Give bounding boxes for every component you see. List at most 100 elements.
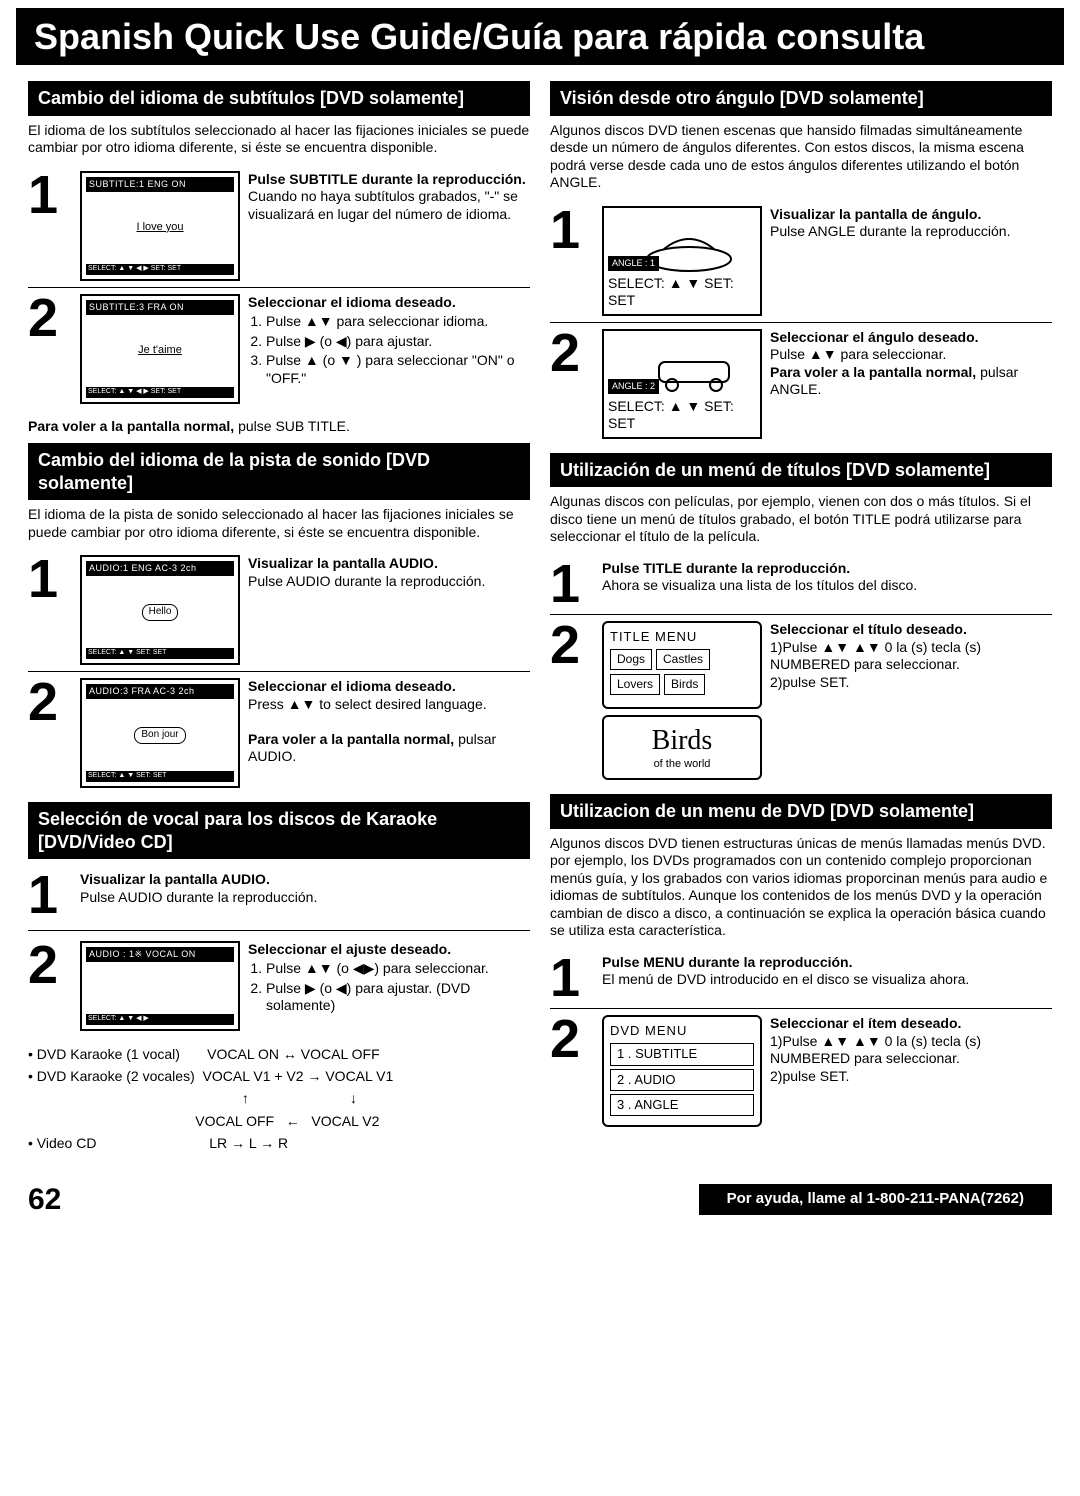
- angle-intro: Algunos discos DVD tienen escenas que ha…: [550, 122, 1052, 192]
- step-body: Press ▲▼ to select desired language.: [248, 696, 487, 712]
- caption: Je t'aime: [86, 315, 234, 387]
- list-item: Pulse ▲▼ (o ◀▶) para seleccionar.: [266, 960, 530, 978]
- dvdmenu-box-header: DVD MENU: [610, 1023, 754, 1039]
- return-bold: Para voler a la pantalla normal,: [248, 731, 454, 747]
- step-number: 2: [550, 621, 594, 670]
- list-item: Pulse ▲ (o ▼ ) para seleccionar "ON" o "…: [266, 352, 530, 387]
- step-title: Pulse MENU durante la reproducción.: [602, 954, 853, 970]
- angle-step2: 2 ANGLE : 2 SELECT: ▲ ▼ SET: SET Selecci…: [550, 323, 1052, 445]
- dvdmenu-row: 2 . AUDIO: [610, 1069, 754, 1091]
- subbox-small: of the world: [624, 758, 740, 772]
- thumb-angle1: ANGLE : 1 SELECT: ▲ ▼ SET: SET: [602, 206, 762, 316]
- return-bold: Para voler a la pantalla normal,: [770, 364, 976, 380]
- dvdmenu-step2: 2 DVD MENU 1 . SUBTITLE 2 . AUDIO 3 . AN…: [550, 1009, 1052, 1133]
- karaoke-step1: 1 Visualizar la pantalla AUDIO. Pulse AU…: [28, 865, 530, 926]
- subtitles-step1: 1 SUBTITLE:1 ENG ON I love you SELECT: ▲…: [28, 165, 530, 288]
- titlemenu-item: Birds: [664, 674, 705, 695]
- titlemenu-box-header: TITLE MENU: [610, 629, 754, 645]
- step-number: 1: [550, 206, 594, 255]
- list-item: 2)pulse SET.: [770, 1068, 849, 1084]
- dvdmenu-row: 3 . ANGLE: [610, 1094, 754, 1116]
- select-line: SELECT: ▲ ▼ ◀ ▶ SET: SET: [86, 387, 234, 398]
- step-title: Seleccionar el idioma deseado.: [248, 294, 456, 310]
- osd-text: AUDIO : 1※ VOCAL ON: [86, 947, 234, 962]
- karaoke-line: ↑ ↓: [28, 1087, 530, 1109]
- section-angle-header: Visión desde otro ángulo [DVD solamente]: [550, 81, 1052, 116]
- page-title: Spanish Quick Use Guide/Guía para rápida…: [16, 8, 1064, 65]
- step-title: Visualizar la pantalla AUDIO.: [80, 871, 270, 887]
- step-title: Seleccionar el ítem deseado.: [770, 1015, 961, 1031]
- titlemenu-step1: 1 Pulse TITLE durante la reproducción. A…: [550, 554, 1052, 616]
- step-body: El menú de DVD introducido en el disco s…: [602, 971, 969, 987]
- step-number: 2: [28, 678, 72, 727]
- angle-step1: 1 ANGLE : 1 SELECT: ▲ ▼ SET: SET Visuali…: [550, 200, 1052, 323]
- step-number: 1: [28, 871, 72, 920]
- bubble: Bon jour: [86, 699, 234, 771]
- step-title: Seleccionar el título deseado.: [770, 621, 967, 637]
- page-number: 62: [28, 1181, 61, 1219]
- karaoke-line: • Video CD LR → L → R: [28, 1132, 530, 1154]
- list-item: Pulse ▲▼ para seleccionar idioma.: [266, 313, 530, 331]
- titlemenu-item: Dogs: [610, 649, 652, 670]
- step-number: 2: [550, 1015, 594, 1064]
- thumb-audio1: AUDIO:1 ENG AC-3 2ch Hello SELECT: ▲ ▼ S…: [80, 555, 240, 665]
- section-audio-header: Cambio del idioma de la pista de sonido …: [28, 443, 530, 500]
- osd-text: ANGLE : 1: [608, 256, 659, 271]
- osd-text: AUDIO:1 ENG AC-3 2ch: [86, 561, 234, 576]
- osd-text: SUBTITLE:3 FRA ON: [86, 300, 234, 315]
- bubble: Hello: [86, 576, 234, 648]
- section-dvdmenu-header: Utilizacion de un menu de DVD [DVD solam…: [550, 794, 1052, 829]
- thumb-angle2: ANGLE : 2 SELECT: ▲ ▼ SET: SET: [602, 329, 762, 439]
- section-titlemenu-header: Utilización de un menú de títulos [DVD s…: [550, 453, 1052, 488]
- step-body: Pulse AUDIO durante la reproducción.: [80, 889, 317, 905]
- step-body: Pulse ANGLE durante la reproducción.: [770, 223, 1010, 239]
- subtitles-step2: 2 SUBTITLE:3 FRA ON Je t'aime SELECT: ▲ …: [28, 288, 530, 410]
- list-item: Pulse ▶ (o ◀) para ajustar.: [266, 333, 530, 351]
- step-body: Pulse ▲▼ para seleccionar.: [770, 346, 946, 362]
- return-rest: pulse SUB TITLE.: [234, 418, 350, 434]
- left-column: Cambio del idioma de subtítulos [DVD sol…: [28, 73, 530, 1171]
- step-number: 1: [550, 560, 594, 609]
- dvdmenu-intro: Algunos discos DVD tienen estructuras ún…: [550, 835, 1052, 940]
- titlemenu-intro: Algunas discos con películas, por ejempl…: [550, 493, 1052, 546]
- select-line: SELECT: ▲ ▼ ◀ ▶ SET: SET: [86, 264, 234, 275]
- osd-text: ANGLE : 2: [608, 379, 659, 394]
- step-number: 1: [28, 171, 72, 220]
- karaoke-line: VOCAL OFF ← VOCAL V2: [28, 1110, 530, 1132]
- dvd-menu-box: DVD MENU 1 . SUBTITLE 2 . AUDIO 3 . ANGL…: [602, 1015, 762, 1127]
- karaoke-step2: 2 AUDIO : 1※ VOCAL ON SELECT: ▲ ▼ ◀ ▶ Se…: [28, 935, 530, 1037]
- titlemenu-step2: 2 TITLE MENU Dogs Castles Lovers Birds B…: [550, 615, 1052, 786]
- thumb-subtitle2: SUBTITLE:3 FRA ON Je t'aime SELECT: ▲ ▼ …: [80, 294, 240, 404]
- section-subtitles-header: Cambio del idioma de subtítulos [DVD sol…: [28, 81, 530, 116]
- select-line: SELECT: ▲ ▼ SET: SET: [608, 398, 756, 433]
- return-bold: Para voler a la pantalla normal,: [28, 418, 234, 434]
- dvdmenu-step1: 1 Pulse MENU durante la reproducción. El…: [550, 948, 1052, 1010]
- step-number: 2: [28, 294, 72, 343]
- step-title: Seleccionar el idioma deseado.: [248, 678, 456, 694]
- list-item: 2)pulse SET.: [770, 674, 849, 690]
- audio-step2: 2 AUDIO:3 FRA AC-3 2ch Bon jour SELECT: …: [28, 672, 530, 794]
- subbox-big: Birds: [624, 723, 740, 758]
- step-body: Ahora se visualiza una lista de los títu…: [602, 577, 917, 593]
- step-number: 1: [550, 954, 594, 1003]
- step-title: Seleccionar el ajuste deseado.: [248, 941, 451, 957]
- audio-intro: El idioma de la pista de sonido seleccio…: [28, 506, 530, 541]
- step-title: Visualizar la pantalla de ángulo.: [770, 206, 981, 222]
- step-number: 1: [28, 555, 72, 604]
- list-item: 1)Pulse ▲▼ ▲▼ 0 la (s) tecla (s) NUMBERE…: [770, 639, 981, 673]
- karaoke-modes: • DVD Karaoke (1 vocal) VOCAL ON ↔ VOCAL…: [28, 1043, 530, 1155]
- titlemenu-item: Castles: [656, 649, 710, 670]
- karaoke-line: • DVD Karaoke (2 vocales) VOCAL V1 + V2 …: [28, 1065, 530, 1087]
- title-menu-diagram: TITLE MENU Dogs Castles Lovers Birds Bir…: [602, 621, 762, 780]
- step-body: Cuando no haya subtítulos grabados, "-" …: [248, 188, 518, 222]
- select-line: SELECT: ▲ ▼ SET: SET: [86, 648, 234, 659]
- thumb-subtitle1: SUBTITLE:1 ENG ON I love you SELECT: ▲ ▼…: [80, 171, 240, 281]
- caption: I love you: [86, 192, 234, 264]
- titlemenu-item: Lovers: [610, 674, 660, 695]
- select-line: SELECT: ▲ ▼ ◀ ▶: [86, 1014, 234, 1025]
- audio-step1: 1 AUDIO:1 ENG AC-3 2ch Hello SELECT: ▲ ▼…: [28, 549, 530, 672]
- step-title: Seleccionar el ángulo deseado.: [770, 329, 979, 345]
- step-number: 2: [28, 941, 72, 990]
- section-karaoke-header: Selección de vocal para los discos de Ka…: [28, 802, 530, 859]
- right-column: Visión desde otro ángulo [DVD solamente]…: [550, 73, 1052, 1171]
